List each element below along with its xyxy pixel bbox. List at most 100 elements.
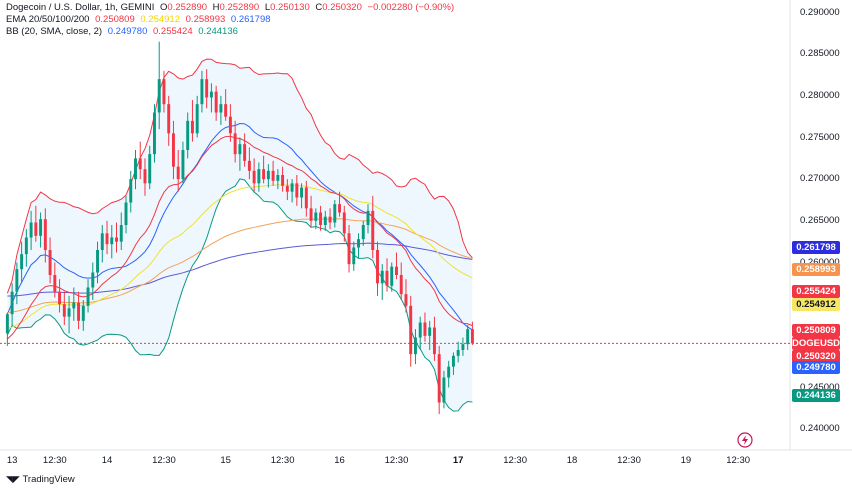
candle[interactable] [423, 312, 427, 342]
candle[interactable] [34, 205, 38, 242]
candle[interactable] [295, 175, 299, 206]
bb-legend[interactable]: BB (20, SMA, close, 2) 0.249780 0.255424… [6, 26, 241, 38]
candle[interactable] [390, 262, 394, 292]
candle[interactable] [447, 360, 451, 388]
candle[interactable] [86, 279, 90, 313]
candle[interactable] [205, 69, 209, 109]
candle[interactable] [24, 229, 28, 267]
candle[interactable] [361, 220, 365, 246]
candle[interactable] [413, 329, 417, 365]
candle[interactable] [456, 341, 460, 363]
candle[interactable] [200, 70, 204, 113]
candle[interactable] [209, 83, 213, 113]
candle[interactable] [247, 147, 251, 180]
candle[interactable] [338, 191, 342, 217]
candle[interactable] [281, 166, 285, 192]
candle[interactable] [110, 225, 114, 259]
candle[interactable] [314, 208, 318, 230]
candle[interactable] [228, 104, 232, 142]
candle[interactable] [466, 325, 470, 350]
symbol-legend[interactable]: Dogecoin / U.S. Dollar, 1h, GEMINI O0.25… [6, 2, 457, 14]
candle[interactable] [432, 316, 436, 361]
candle[interactable] [428, 320, 432, 350]
candle[interactable] [119, 212, 123, 251]
candle[interactable] [214, 85, 218, 121]
candle[interactable] [404, 279, 408, 313]
candle[interactable] [380, 264, 384, 300]
candle[interactable] [153, 104, 156, 163]
candle[interactable] [124, 195, 128, 234]
candle[interactable] [162, 70, 166, 113]
candle[interactable] [304, 180, 308, 217]
candle[interactable] [190, 100, 194, 142]
candle[interactable] [105, 220, 109, 255]
candle[interactable] [309, 195, 313, 228]
candle[interactable] [342, 205, 346, 242]
candle[interactable] [371, 195, 375, 259]
candle[interactable] [48, 237, 52, 284]
candle[interactable] [58, 279, 62, 313]
candle[interactable] [171, 120, 175, 180]
ema-legend[interactable]: EMA 20/50/100/200 0.250809 0.254912 0.25… [6, 14, 274, 26]
candle[interactable] [323, 210, 327, 231]
candle[interactable] [20, 241, 24, 284]
candle[interactable] [129, 170, 133, 213]
candle[interactable] [395, 252, 398, 280]
candle[interactable] [72, 287, 76, 321]
candle[interactable] [347, 225, 351, 273]
candle[interactable] [67, 295, 71, 334]
candle[interactable] [285, 179, 289, 200]
candle[interactable] [357, 233, 360, 259]
candle[interactable] [243, 133, 247, 167]
candle[interactable] [5, 312, 9, 346]
candle[interactable] [134, 150, 137, 190]
candle[interactable] [266, 164, 270, 188]
candle[interactable] [461, 337, 465, 356]
candle[interactable] [62, 291, 66, 325]
candle[interactable] [100, 225, 104, 263]
candle[interactable] [238, 137, 242, 171]
candle[interactable] [300, 183, 304, 209]
candle[interactable] [276, 169, 280, 190]
candle[interactable] [148, 145, 152, 190]
candle[interactable] [81, 300, 85, 331]
candle[interactable] [376, 241, 379, 296]
candle[interactable] [91, 262, 95, 301]
candle[interactable] [257, 162, 261, 192]
candle[interactable] [418, 316, 422, 350]
candle[interactable] [224, 89, 228, 121]
candle[interactable] [399, 262, 403, 301]
candle[interactable] [366, 204, 370, 234]
candle[interactable] [77, 291, 81, 330]
candle[interactable] [437, 345, 441, 415]
candle[interactable] [115, 222, 118, 253]
candle[interactable] [262, 155, 266, 184]
candle[interactable] [53, 262, 57, 298]
candle[interactable] [328, 208, 332, 230]
candle[interactable] [15, 262, 19, 305]
candle[interactable] [157, 41, 161, 130]
candle[interactable] [385, 258, 389, 292]
lightning-icon[interactable] [737, 432, 753, 448]
candle[interactable] [167, 95, 171, 146]
candle[interactable] [352, 241, 356, 271]
candle[interactable] [409, 295, 413, 367]
candle[interactable] [290, 179, 294, 203]
candle[interactable] [39, 212, 43, 248]
candle[interactable] [233, 120, 237, 163]
candle[interactable] [319, 205, 323, 231]
brand-logo[interactable]: ◥◤ TradingView [6, 474, 75, 485]
candle[interactable] [43, 208, 47, 263]
candle[interactable] [451, 352, 455, 376]
candle[interactable] [96, 241, 100, 284]
candle[interactable] [138, 141, 142, 180]
candle[interactable] [186, 112, 190, 159]
candle[interactable] [143, 158, 147, 196]
candle[interactable] [29, 210, 33, 250]
candle[interactable] [271, 160, 275, 186]
candle[interactable] [10, 283, 14, 325]
candle[interactable] [181, 141, 185, 184]
candle[interactable] [470, 321, 474, 345]
candle[interactable] [195, 95, 199, 138]
